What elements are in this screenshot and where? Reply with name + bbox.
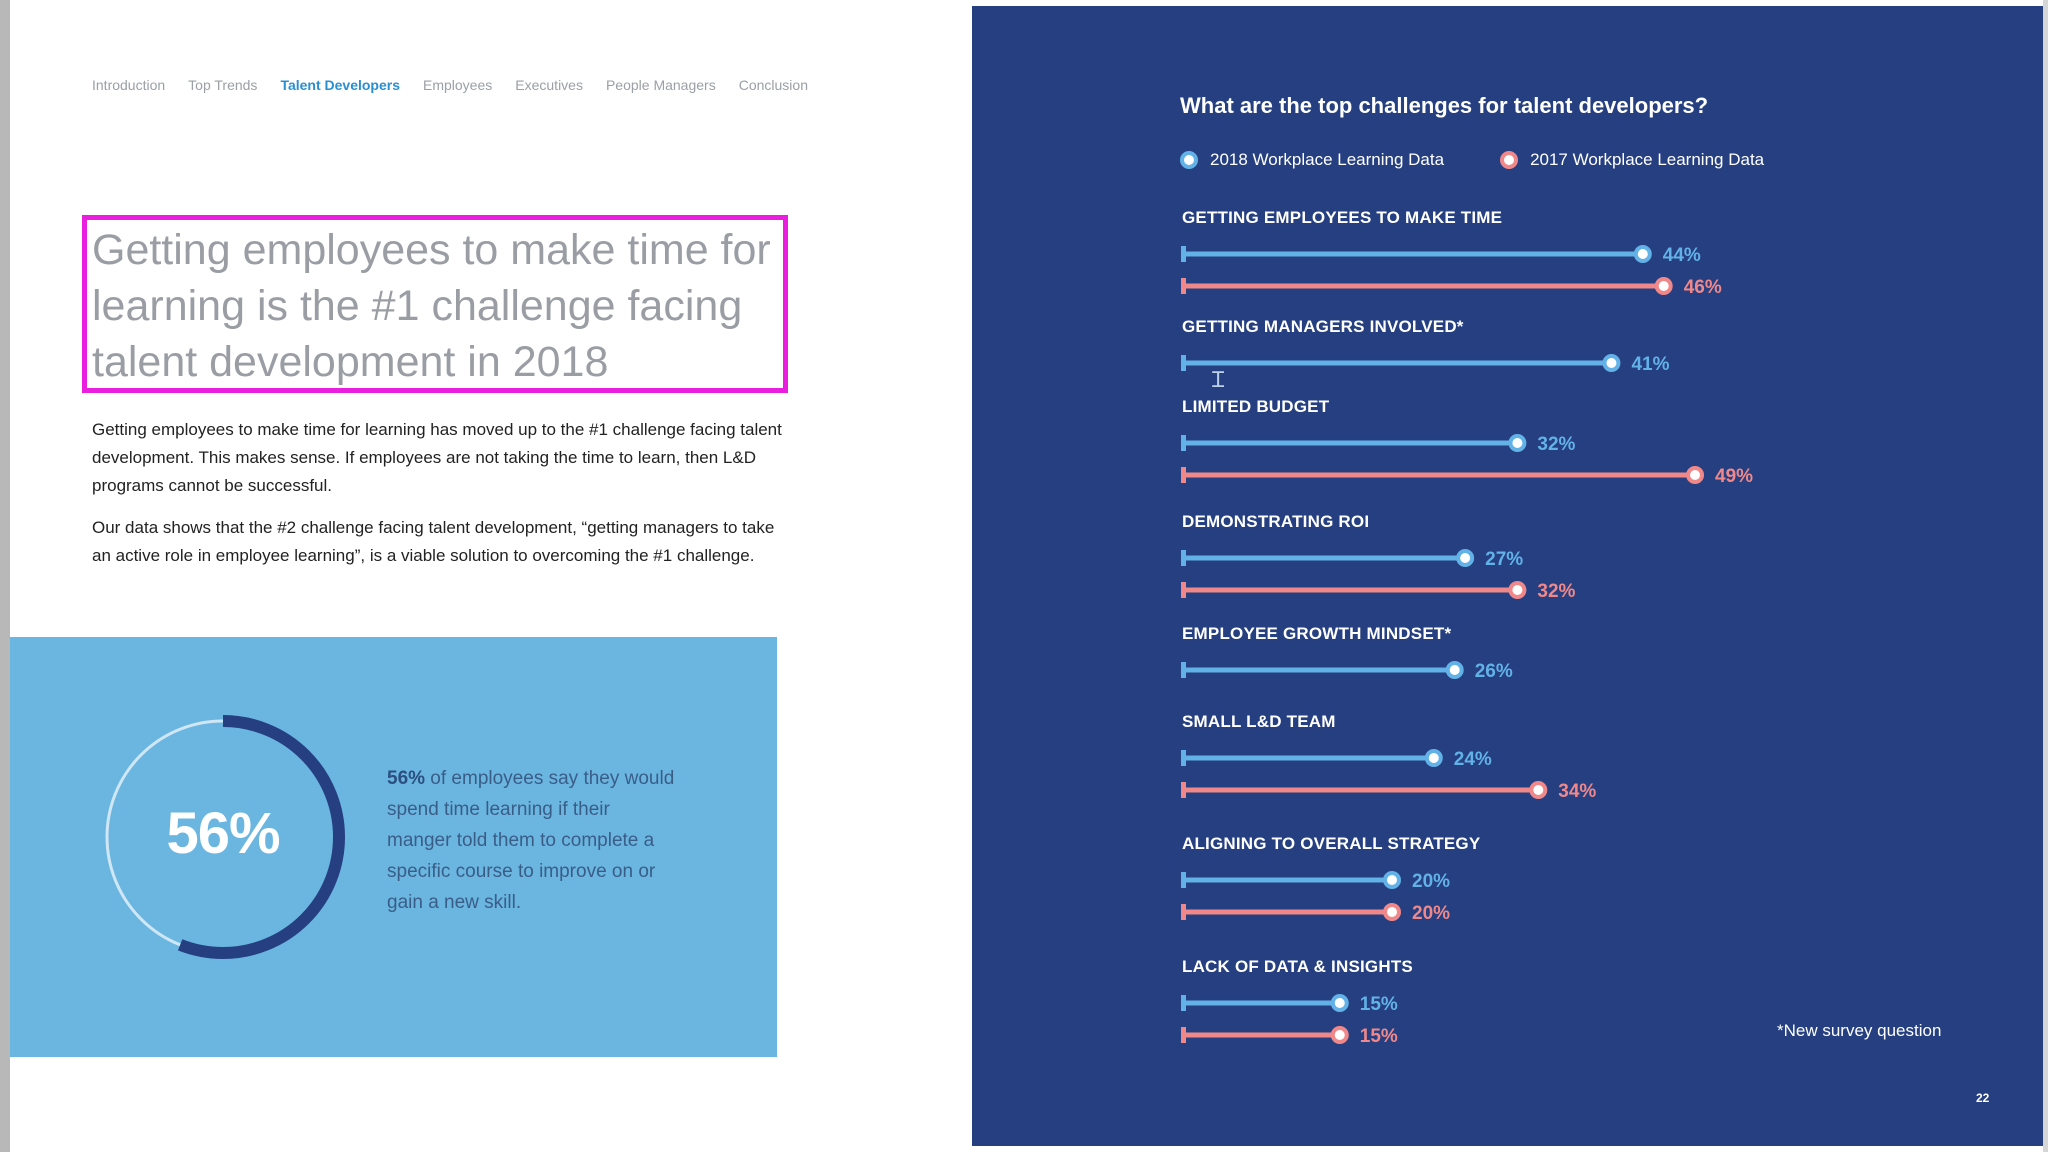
- bar-end-marker: [1529, 781, 1548, 799]
- stat-value: 56%: [166, 801, 280, 866]
- bar-end-marker: [1424, 749, 1443, 767]
- bar-value-label: 32%: [1537, 434, 1575, 455]
- bar-value-label: 15%: [1360, 1026, 1398, 1047]
- bar-2018: [1183, 1000, 1340, 1006]
- tab-introduction[interactable]: Introduction: [92, 77, 166, 93]
- bar-end-marker: [1633, 245, 1652, 263]
- bar-end-marker: [1383, 871, 1401, 889]
- right-page: [972, 6, 2043, 1146]
- bar-end-marker: [1383, 903, 1401, 921]
- category-label: ALIGNING TO OVERALL STRATEGY: [1182, 834, 1481, 853]
- text-cursor-icon: Ɪ: [1212, 368, 1225, 393]
- challenges-bar-chart: 44% 46% 41% 32% 49% 27% 32% 26% 24% 34% 20% 20% 15% 1…: [1181, 245, 1753, 1047]
- bar-2017: [1183, 587, 1518, 593]
- selection-highlight-box: [82, 215, 788, 393]
- bar-value-label: 15%: [1360, 994, 1398, 1015]
- legend-marker-2018: [1180, 151, 1198, 169]
- bar-2018: [1183, 251, 1643, 257]
- page-number: 22: [1976, 1091, 1990, 1105]
- bar-2018: [1183, 360, 1612, 366]
- chart-title: What are the top challenges for talent d…: [1180, 93, 1709, 118]
- bar-end-marker: [1654, 277, 1673, 295]
- bar-value-label: 27%: [1485, 549, 1523, 570]
- tab-conclusion[interactable]: Conclusion: [738, 77, 808, 93]
- stat-description-bold: 56%: [387, 768, 426, 789]
- page-headline: Getting employees to make time for learn…: [92, 226, 771, 386]
- bar-end-marker: [1686, 466, 1705, 484]
- bar-value-label: 46%: [1684, 277, 1722, 298]
- bar-value-label: 20%: [1412, 903, 1450, 924]
- bar-2017: [1183, 909, 1392, 915]
- window-left-edge: [0, 0, 10, 1152]
- bar-2018: [1183, 555, 1466, 561]
- category-label: LACK OF DATA & INSIGHTS: [1182, 957, 1413, 976]
- bar-2018: [1183, 755, 1434, 761]
- bar-end-marker: [1456, 549, 1475, 567]
- category-label: GETTING MANAGERS INVOLVED*: [1182, 317, 1464, 336]
- bar-end-marker: [1508, 434, 1527, 452]
- bar-value-label: 24%: [1454, 749, 1492, 770]
- section-nav: Introduction Top Trends Talent Developer…: [92, 77, 831, 93]
- legend-label-2018: 2018 Workplace Learning Data: [1210, 150, 1445, 169]
- category-label: DEMONSTRATING ROI: [1182, 512, 1370, 531]
- bar-2018: [1183, 667, 1455, 673]
- legend-item-2017: 2017 Workplace Learning Data: [1500, 150, 1764, 170]
- bar-end-marker: [1508, 581, 1527, 599]
- window-right-edge[interactable]: [2043, 0, 2048, 1152]
- bar-2018: [1183, 440, 1518, 446]
- bar-value-label: 32%: [1537, 581, 1575, 602]
- bar-2017: [1183, 1032, 1340, 1038]
- category-label: EMPLOYEE GROWTH MINDSET*: [1182, 624, 1452, 643]
- bar-value-label: 49%: [1715, 466, 1753, 487]
- bar-value-label: 44%: [1663, 245, 1701, 266]
- stat-donut-chart: [101, 715, 345, 959]
- category-label: LIMITED BUDGET: [1182, 397, 1330, 416]
- bar-2017: [1183, 787, 1539, 793]
- chart-legend: 2018 Workplace Learning Data 2017 Workpl…: [1180, 150, 1820, 170]
- bar-2017: [1183, 283, 1664, 289]
- bar-end-marker: [1330, 1026, 1349, 1044]
- tab-top-trends[interactable]: Top Trends: [188, 77, 258, 93]
- stat-description-rest: of employees say they would spend time l…: [387, 768, 675, 913]
- bar-value-label: 34%: [1558, 781, 1596, 802]
- category-label: GETTING EMPLOYEES TO MAKE TIME: [1182, 208, 1503, 227]
- tab-employees[interactable]: Employees: [423, 77, 493, 93]
- tab-people-managers[interactable]: People Managers: [605, 77, 716, 93]
- bar-end-marker: [1602, 354, 1621, 372]
- bar-2017: [1183, 472, 1696, 478]
- bar-end-marker: [1330, 994, 1349, 1012]
- legend-marker-2017: [1500, 151, 1519, 169]
- stat-description: 56% of employees say they would spend ti…: [387, 763, 677, 918]
- tab-talent-developers[interactable]: Talent Developers: [280, 77, 400, 93]
- legend-item-2018: 2018 Workplace Learning Data: [1180, 150, 1444, 170]
- body-paragraph-1: Getting employees to make time for learn…: [92, 420, 782, 495]
- bar-2018: [1183, 877, 1392, 883]
- bar-value-label: 20%: [1412, 871, 1450, 892]
- donut-value-arc: [101, 715, 345, 959]
- tab-executives[interactable]: Executives: [515, 77, 583, 93]
- bar-end-marker: [1445, 661, 1464, 679]
- stat-callout-panel: [10, 637, 777, 1057]
- bar-value-label: 26%: [1475, 661, 1513, 682]
- legend-label-2017: 2017 Workplace Learning Data: [1530, 150, 1765, 169]
- body-paragraph-2: Our data shows that the #2 challenge fac…: [92, 518, 775, 565]
- bar-value-label: 41%: [1631, 354, 1669, 375]
- category-label: SMALL L&D TEAM: [1182, 712, 1336, 731]
- footnote: *New survey question: [1777, 1021, 1942, 1040]
